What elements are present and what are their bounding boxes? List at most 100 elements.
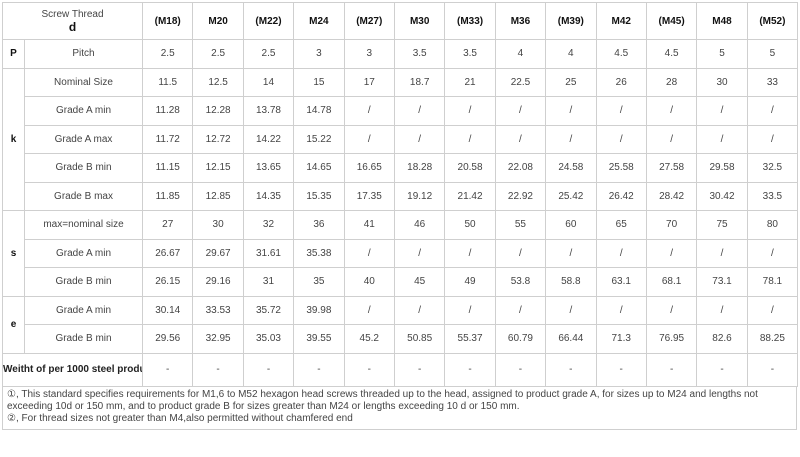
table-cell: 55.37 bbox=[444, 324, 496, 354]
row-label: Nominal Size bbox=[23, 67, 144, 97]
size-header: (M52) bbox=[746, 2, 799, 40]
table-cell: 33.53 bbox=[192, 295, 244, 325]
table-cell: 50 bbox=[444, 210, 496, 240]
table-cell: 22.08 bbox=[494, 153, 547, 183]
table-cell: 11.72 bbox=[142, 124, 194, 154]
table-cell: - bbox=[142, 352, 194, 387]
table-cell: 30 bbox=[696, 67, 748, 97]
table-cell: / bbox=[645, 124, 698, 154]
table-cell: 15 bbox=[293, 67, 345, 97]
table-cell: / bbox=[393, 96, 446, 126]
group-label-e: e bbox=[2, 295, 25, 354]
table-row: k Nominal Size 11.5 12.5 14 15 17 18.7 21 22.5 2… bbox=[2, 67, 799, 211]
table-row: Grade B max 11.85 12.85 14.35 15.35 17.35 19.… bbox=[3, 181, 799, 211]
row-label: Pitch bbox=[23, 39, 144, 69]
table-cell: 31.61 bbox=[242, 238, 295, 268]
table-cell: 46 bbox=[393, 210, 446, 240]
table-cell: 26.15 bbox=[142, 267, 194, 297]
table-cell: 50.85 bbox=[393, 324, 446, 354]
table-cell: / bbox=[545, 238, 597, 268]
table-cell: / bbox=[393, 124, 446, 154]
table-cell: 22.5 bbox=[494, 67, 547, 97]
table-cell: 28 bbox=[645, 67, 698, 97]
row-label: Grade B min bbox=[23, 324, 144, 354]
table-cell: 22.92 bbox=[494, 181, 547, 211]
table-cell: 82.6 bbox=[696, 324, 748, 354]
table-cell: - bbox=[293, 352, 345, 387]
table-cell: 19.12 bbox=[393, 181, 446, 211]
table-cell: 21 bbox=[444, 67, 496, 97]
table-cell: 2.5 bbox=[192, 39, 244, 69]
table-cell: 4 bbox=[494, 39, 547, 69]
table-cell: 39.98 bbox=[293, 295, 345, 325]
table-cell: 45 bbox=[393, 267, 446, 297]
table-cell: 3 bbox=[293, 39, 345, 69]
table-cell: 13.78 bbox=[242, 96, 295, 126]
table-cell: 2.5 bbox=[242, 39, 295, 69]
table-cell: / bbox=[444, 295, 496, 325]
table-cell: 11.5 bbox=[142, 67, 194, 97]
table-cell: 75 bbox=[696, 210, 748, 240]
table-cell: 14.78 bbox=[293, 96, 345, 126]
table-cell: 39.55 bbox=[293, 324, 345, 354]
table-cell: 14.65 bbox=[293, 153, 345, 183]
table-cell: 11.85 bbox=[142, 181, 194, 211]
footnote-1: ①, This standard specifies requirements … bbox=[7, 388, 758, 412]
table-cell: 63.1 bbox=[595, 267, 647, 297]
table-cell: 78.1 bbox=[746, 267, 799, 297]
row-label: max=nominal size bbox=[23, 210, 144, 240]
table-cell: / bbox=[696, 238, 748, 268]
table-cell: 35.38 bbox=[293, 238, 345, 268]
table-cell: 76.95 bbox=[645, 324, 698, 354]
table-row: Weitht of per 1000 steel products(≈kg) -… bbox=[1, 352, 799, 387]
table-row: e Grade A min 30.14 33.53 35.72 39.98// / / / /… bbox=[2, 295, 799, 354]
table-cell: 32 bbox=[242, 210, 295, 240]
table-cell: 3.5 bbox=[393, 39, 446, 69]
table-cell: / bbox=[343, 238, 395, 268]
table-cell: / bbox=[595, 238, 647, 268]
row-label: Grade B min bbox=[23, 153, 144, 183]
table-cell: 14.35 bbox=[242, 181, 295, 211]
table-cell: / bbox=[494, 124, 547, 154]
table-cell: 26 bbox=[595, 67, 647, 97]
table-cell: 12.5 bbox=[192, 67, 244, 97]
table-cell: / bbox=[545, 96, 597, 126]
group-label-p: P bbox=[2, 39, 25, 69]
table-cell: / bbox=[393, 295, 446, 325]
table-cell: 27.58 bbox=[645, 153, 698, 183]
table-cell: 28.42 bbox=[645, 181, 698, 211]
size-header: M30 bbox=[393, 2, 446, 40]
table-cell: 5 bbox=[746, 39, 799, 69]
table-row: P Pitch 2.5 2.5 2.5 3 3 3.5 3.5 4 4 4.5 4.5 5 5 bbox=[2, 39, 799, 69]
table-cell: 41 bbox=[343, 210, 395, 240]
spec-table-container: Screw Thread d (M18) M20 (M22) M24 (M27)… bbox=[1, 2, 799, 430]
table-cell: / bbox=[545, 124, 597, 154]
table-row: Grade B min 29.56 32.95 35.03 39.55 45.2 50.8… bbox=[3, 324, 799, 354]
table-cell: 29.16 bbox=[192, 267, 244, 297]
table-cell: 31 bbox=[242, 267, 295, 297]
table-cell: - bbox=[645, 352, 698, 387]
table-cell: 17.35 bbox=[343, 181, 395, 211]
table-row: Grade A min 26.67 29.67 31.61 35.38// / / / / / /… bbox=[3, 238, 799, 268]
row-label: Grade A min bbox=[23, 238, 144, 268]
table-cell: / bbox=[746, 96, 799, 126]
table-cell: 18.7 bbox=[393, 67, 446, 97]
table-cell: 29.67 bbox=[192, 238, 244, 268]
group-label-s: s bbox=[2, 210, 25, 297]
size-header: M42 bbox=[595, 2, 647, 40]
table-cell: 2.5 bbox=[142, 39, 194, 69]
d-label: d bbox=[68, 19, 77, 34]
thread-size-header: Screw Thread d bbox=[1, 2, 144, 40]
table-cell: 3.5 bbox=[444, 39, 496, 69]
table-row: Grade A min 11.28 12.28 13.78 14.78// / / / / / /… bbox=[3, 96, 799, 126]
table-cell: / bbox=[343, 96, 395, 126]
table-cell: 16.65 bbox=[343, 153, 395, 183]
table-cell: - bbox=[192, 352, 244, 387]
table-cell: 12.28 bbox=[192, 96, 244, 126]
size-header: (M33) bbox=[444, 2, 496, 40]
size-header: (M27) bbox=[343, 2, 395, 40]
table-cell: / bbox=[645, 238, 698, 268]
table-cell: - bbox=[393, 352, 446, 387]
table-cell: - bbox=[494, 352, 547, 387]
size-header: M20 bbox=[192, 2, 244, 40]
